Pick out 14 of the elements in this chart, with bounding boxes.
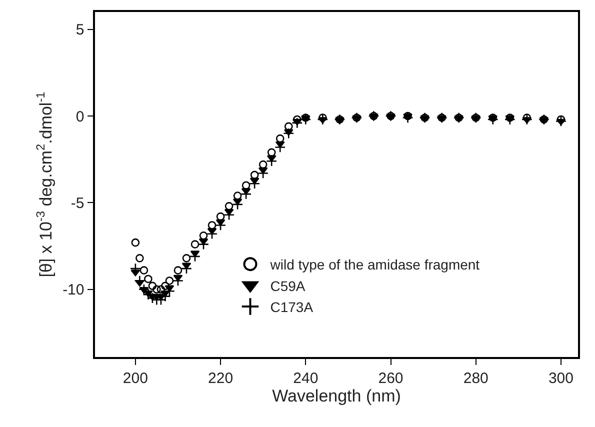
legend-label: C173A [270,298,314,315]
y-tick-label: 5 [76,22,84,39]
y-tick-label: -5 [70,194,84,212]
y-tick-label: 0 [76,108,84,126]
x-tick-label: 240 [293,370,318,387]
x-tick-label: 280 [463,370,488,387]
x-tick-label: 300 [548,370,574,387]
y-tick-label: -10 [62,282,84,299]
x-axis-title: Wavelength (nm) [272,386,401,406]
legend-label: C59A [270,278,306,294]
legend-label: wild type of the amidase fragment [269,256,480,273]
x-tick-label: 260 [378,370,404,387]
x-tick-label: 200 [122,370,148,387]
x-tick-label: 220 [208,370,234,387]
